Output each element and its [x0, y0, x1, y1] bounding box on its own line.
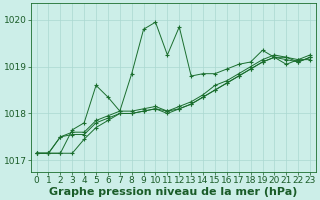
X-axis label: Graphe pression niveau de la mer (hPa): Graphe pression niveau de la mer (hPa) [49, 187, 298, 197]
